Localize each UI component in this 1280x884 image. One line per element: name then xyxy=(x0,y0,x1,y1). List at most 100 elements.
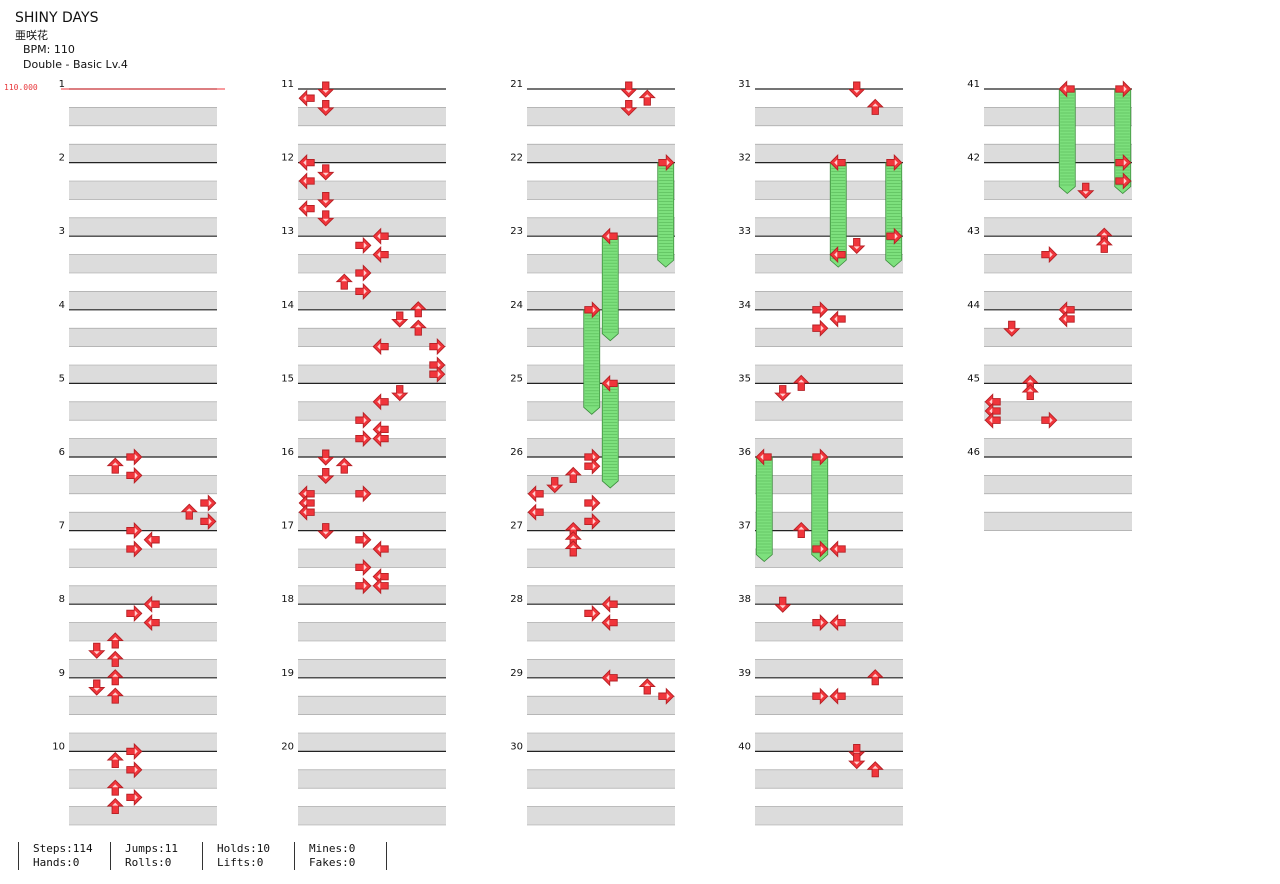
arrow-shape xyxy=(755,448,772,466)
arrow-shape xyxy=(298,154,315,172)
step-arrow xyxy=(126,448,143,466)
beat-band xyxy=(527,549,675,568)
step-arrow xyxy=(866,761,884,778)
beat-band xyxy=(527,291,675,310)
step-arrow xyxy=(355,264,372,282)
arrow-shape xyxy=(792,374,810,391)
arrow-shape xyxy=(866,669,884,686)
step-arrow xyxy=(564,540,582,557)
step-arrow xyxy=(335,273,353,290)
beat-band xyxy=(527,254,675,273)
measure-bands xyxy=(69,88,1132,826)
step-arrow xyxy=(812,540,829,558)
arrow-shape xyxy=(298,89,315,107)
arrow-shape xyxy=(335,457,353,474)
step-arrow xyxy=(886,227,903,245)
arrow-shape xyxy=(527,485,544,503)
arrow-highlight xyxy=(834,159,838,166)
arrow-highlight xyxy=(148,619,152,626)
step-arrow xyxy=(848,81,866,98)
arrow-shape xyxy=(866,98,884,115)
beat-band xyxy=(984,512,1132,531)
arrow-highlight xyxy=(112,462,119,466)
measure-number: 11 xyxy=(281,79,294,90)
arrow-shape xyxy=(1115,80,1132,98)
beat-band xyxy=(984,254,1132,273)
beat-band xyxy=(298,254,446,273)
arrow-highlight xyxy=(798,379,805,383)
arrow-highlight xyxy=(186,508,193,512)
step-arrow xyxy=(335,457,353,474)
arrow-highlight xyxy=(606,380,610,387)
measure-labels: 1234567891011121314151617181920212223242… xyxy=(52,79,980,752)
step-arrow xyxy=(200,512,217,530)
arrow-shape xyxy=(601,227,618,245)
arrow-highlight xyxy=(377,343,381,350)
beat-band xyxy=(984,438,1132,457)
measure-number: 18 xyxy=(281,594,294,605)
arrow-shape xyxy=(372,338,389,356)
arrow-shape xyxy=(317,467,335,485)
step-arrow xyxy=(317,81,335,98)
arrow-highlight xyxy=(112,802,119,806)
step-arrow xyxy=(1115,80,1132,98)
beat-band xyxy=(69,622,217,641)
arrow-shape xyxy=(106,797,124,815)
step-arrow xyxy=(126,788,143,806)
arrow-shape xyxy=(88,679,106,696)
beat-band xyxy=(527,181,675,200)
arrow-shape xyxy=(774,385,792,402)
stat-hands: Hands:0 xyxy=(33,856,80,869)
arrow-highlight xyxy=(1049,417,1053,424)
arrow-shape xyxy=(355,430,372,448)
arrow-highlight xyxy=(377,573,381,580)
hold-body xyxy=(657,162,675,268)
arrow-shape xyxy=(106,650,124,667)
arrow-highlight xyxy=(396,320,403,323)
stat-column: Mines:0 Fakes:0 xyxy=(294,842,401,870)
arrow-shape xyxy=(1115,172,1132,190)
arrow-highlight xyxy=(322,108,329,112)
step-arrow xyxy=(620,81,638,98)
step-arrow xyxy=(355,531,372,549)
beat-band xyxy=(755,365,903,384)
arrow-highlight xyxy=(208,518,212,525)
arrow-highlight xyxy=(853,90,860,93)
arrow-highlight xyxy=(93,651,100,655)
step-arrow xyxy=(126,604,143,622)
arrow-shape xyxy=(106,779,124,796)
arrow-shape xyxy=(1077,182,1095,199)
step-arrow xyxy=(829,687,846,705)
arrow-highlight xyxy=(1063,86,1067,92)
step-arrow xyxy=(1095,236,1113,253)
step-arrow xyxy=(88,642,106,659)
measure-number: 13 xyxy=(281,226,294,237)
arrow-shape xyxy=(848,81,866,98)
step-arrow xyxy=(1003,320,1021,337)
step-arrow xyxy=(564,466,582,483)
step-arrow xyxy=(638,89,656,106)
arrow-highlight xyxy=(415,305,422,309)
hold-body xyxy=(885,162,903,268)
song-artist: 亜咲花 xyxy=(15,29,48,42)
arrow-highlight xyxy=(592,518,596,525)
arrow-shape xyxy=(829,310,846,328)
arrow-shape xyxy=(1095,236,1113,253)
arrow-shape xyxy=(409,319,427,336)
step-arrow xyxy=(829,310,846,328)
beat-band xyxy=(984,328,1132,347)
measure-number: 19 xyxy=(281,668,294,679)
step-chart: 1234567891011121314151617181920212223242… xyxy=(52,79,1132,826)
arrow-shape xyxy=(527,503,544,521)
beat-band xyxy=(755,769,903,789)
beat-band xyxy=(298,365,446,384)
difficulty-label: Double - Basic Lv.4 xyxy=(23,58,128,71)
beat-band xyxy=(69,401,217,421)
measure-number: 37 xyxy=(738,521,751,532)
measure-number: 27 xyxy=(510,521,523,532)
beat-band xyxy=(527,107,675,126)
arrow-shape xyxy=(372,227,389,245)
arrow-shape xyxy=(429,338,446,356)
beat-band xyxy=(298,549,446,568)
step-arrow xyxy=(298,503,315,521)
